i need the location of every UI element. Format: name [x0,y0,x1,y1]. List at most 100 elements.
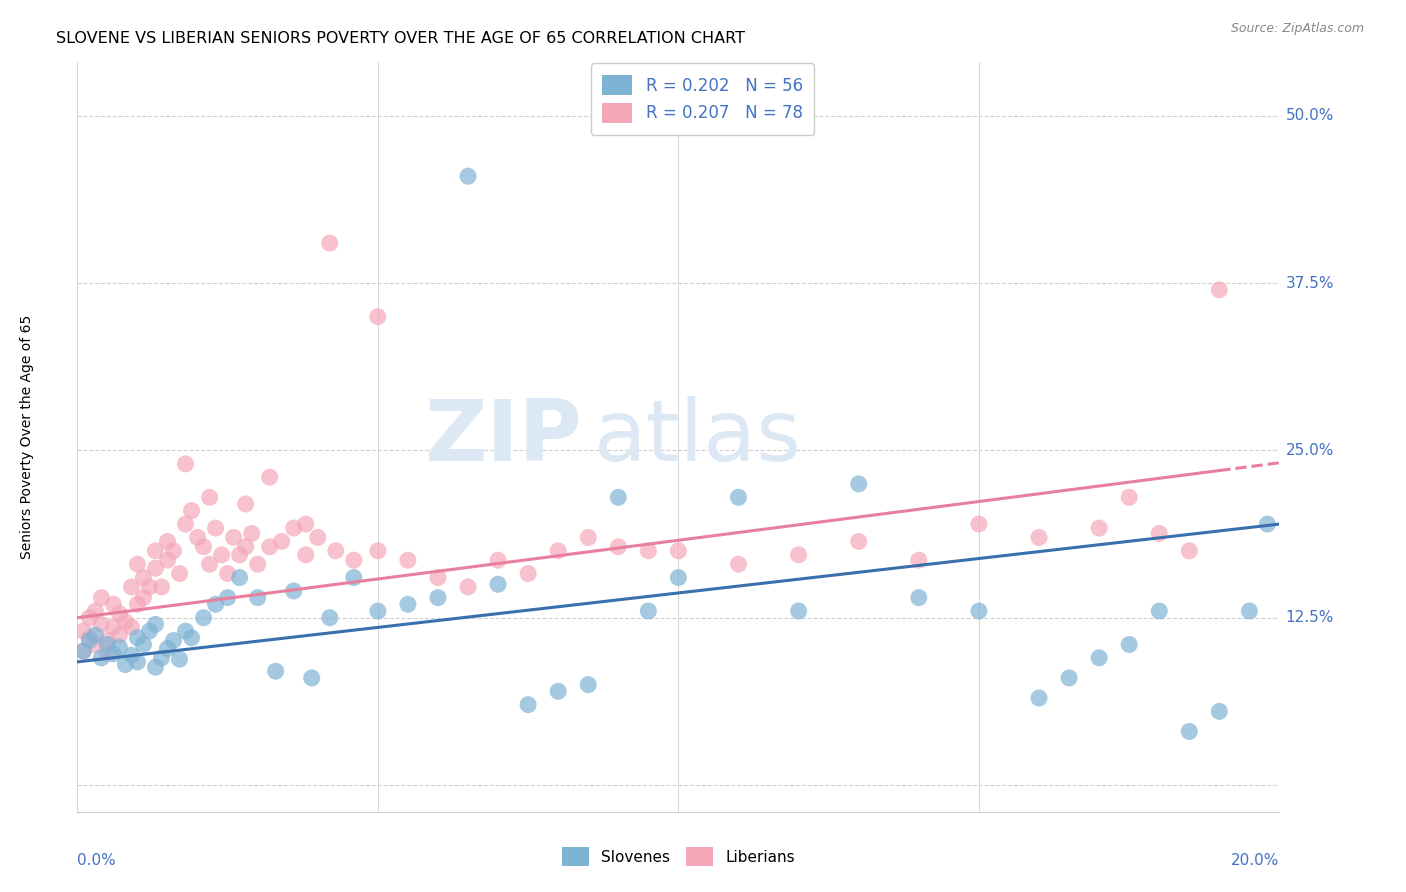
Point [127,631,149,645]
Point [283,584,305,599]
Point [156,553,179,567]
Point [547,544,569,558]
Point [96,637,118,651]
Point [607,540,630,554]
Point [222,530,245,544]
Point [427,591,450,605]
Point [668,571,690,585]
Point [240,526,263,541]
Text: 12.5%: 12.5% [1285,610,1334,625]
Point [517,566,540,581]
Point [90,651,112,665]
Point [198,491,221,505]
Point [198,557,221,572]
Point [283,521,305,535]
Point [180,631,202,645]
Point [103,647,125,661]
Point [235,540,257,554]
Point [307,530,329,544]
Point [108,640,131,655]
Point [114,615,136,629]
Point [217,566,239,581]
Point [246,591,269,605]
Point [96,647,118,661]
Point [156,641,179,656]
Point [787,604,810,618]
Point [138,624,160,639]
Point [576,678,599,692]
Point [457,169,479,184]
Text: ZIP: ZIP [425,395,582,479]
Point [668,544,690,558]
Point [343,571,366,585]
Point [96,633,118,648]
Point [1256,517,1278,532]
Point [132,591,155,605]
Point [967,604,990,618]
Point [138,580,160,594]
Point [787,548,810,562]
Point [1118,491,1140,505]
Point [294,548,316,562]
Point [264,664,287,679]
Text: Seniors Poverty Over the Age of 65: Seniors Poverty Over the Age of 65 [20,315,34,559]
Point [127,655,149,669]
Point [186,530,209,544]
Point [367,544,389,558]
Text: 50.0%: 50.0% [1285,109,1334,123]
Point [84,628,107,642]
Point [246,557,269,572]
Point [108,628,131,642]
Point [114,657,136,672]
Point [517,698,540,712]
Point [727,491,749,505]
Point [156,534,179,549]
Text: SLOVENE VS LIBERIAN SENIORS POVERTY OVER THE AGE OF 65 CORRELATION CHART: SLOVENE VS LIBERIAN SENIORS POVERTY OVER… [56,31,745,46]
Point [1118,637,1140,651]
Point [908,591,931,605]
Point [343,553,366,567]
Point [150,651,173,665]
Point [1149,604,1171,618]
Point [1149,526,1171,541]
Point [150,580,173,594]
Point [1178,544,1201,558]
Point [294,517,316,532]
Point [72,644,94,658]
Point [174,517,197,532]
Point [637,604,659,618]
Point [576,530,599,544]
Point [967,517,990,532]
Point [367,310,389,324]
Point [84,604,107,618]
Point [84,637,107,651]
Point [174,457,197,471]
Point [486,553,509,567]
Point [1088,651,1111,665]
Point [211,548,233,562]
Point [204,521,226,535]
Text: Source: ZipAtlas.com: Source: ZipAtlas.com [1230,22,1364,36]
Point [120,580,142,594]
Point [1028,530,1050,544]
Point [637,544,659,558]
Point [367,604,389,618]
Point [547,684,569,698]
Point [1057,671,1080,685]
Point [1178,724,1201,739]
Point [1239,604,1261,618]
Point [162,633,184,648]
Point [145,544,167,558]
Point [132,637,155,651]
Point [1208,283,1230,297]
Point [90,591,112,605]
Point [727,557,749,572]
Point [607,491,630,505]
Point [193,611,215,625]
Point [127,557,149,572]
Point [79,633,101,648]
Point [120,648,142,662]
Point [169,566,191,581]
Point [79,611,101,625]
Point [174,624,197,639]
